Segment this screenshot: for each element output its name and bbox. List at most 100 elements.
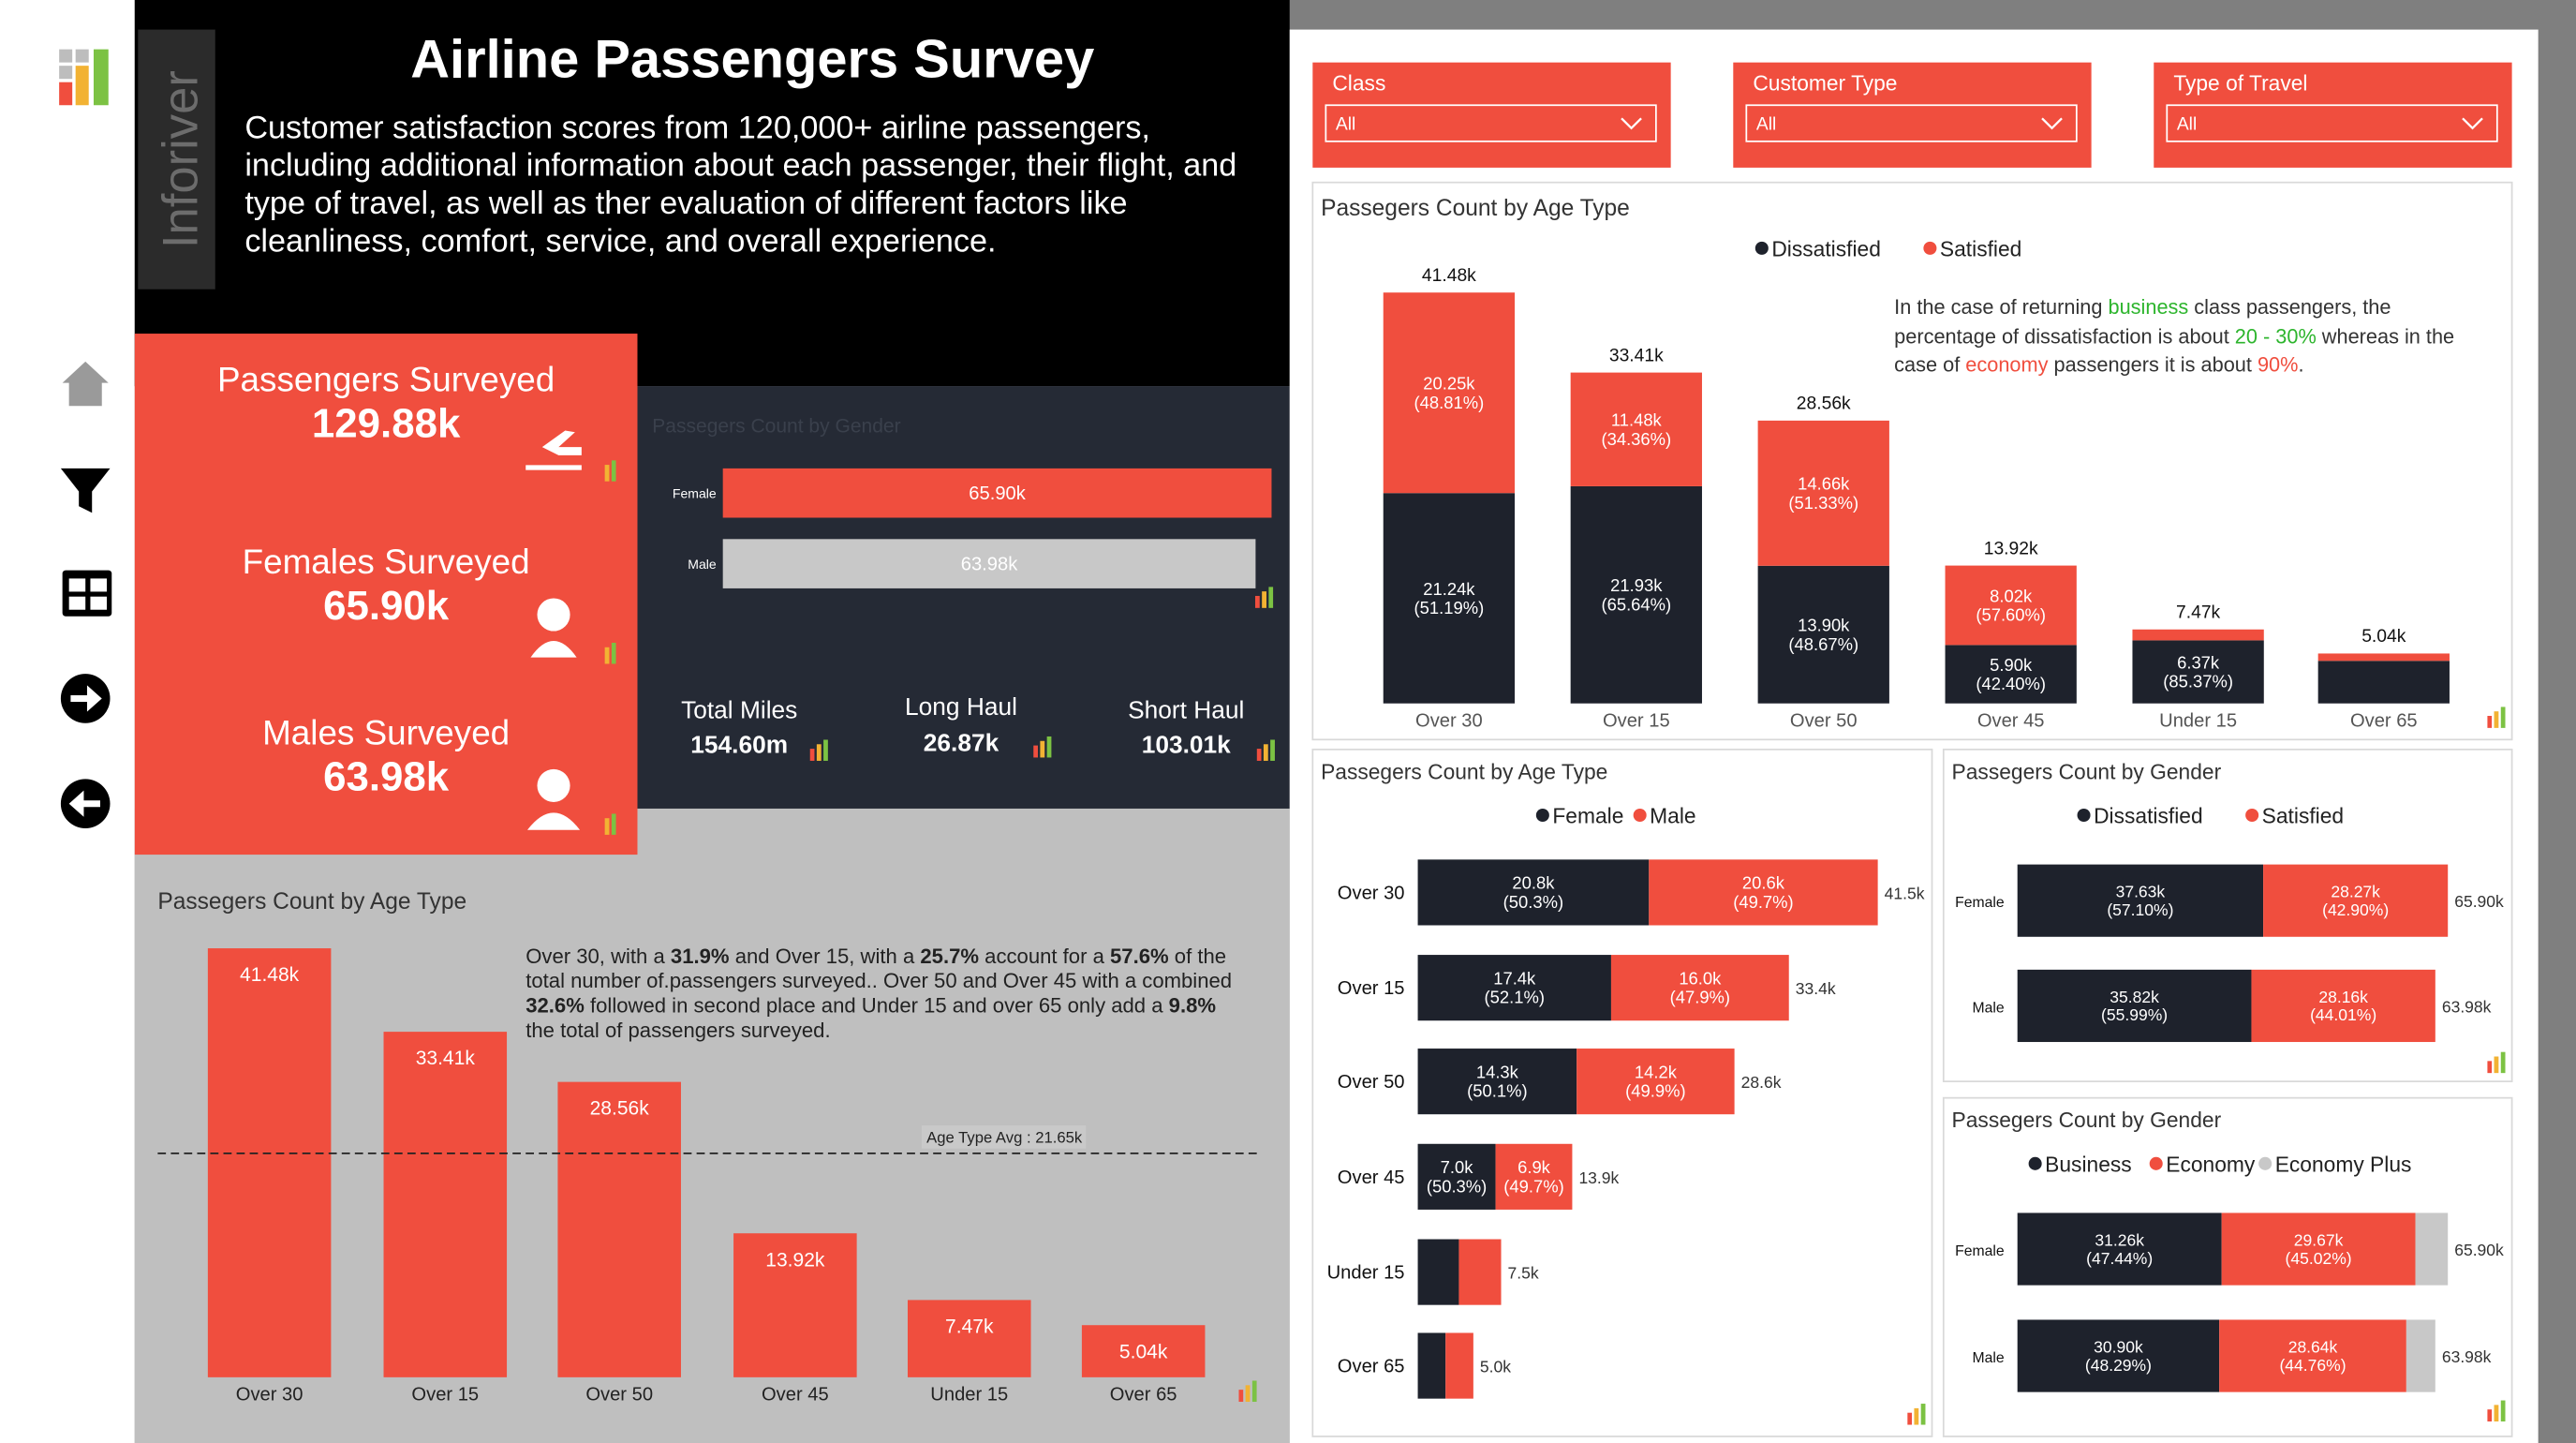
runway xyxy=(526,465,582,470)
category-label: Over 15 xyxy=(1603,710,1670,731)
total-label: 28.56k xyxy=(1797,394,1851,414)
slicer[interactable] xyxy=(1733,62,2092,168)
data-label: 14.2k (49.9%) xyxy=(1625,1062,1685,1100)
data-label: 17.4k (52.1%) xyxy=(1485,968,1545,1006)
kpi-value: 103.01k xyxy=(1142,730,1231,758)
data-label: 35.82k (55.99%) xyxy=(2101,988,2168,1024)
annotation-text: account for a xyxy=(979,945,1111,969)
chart-title: Passegers Count by Age Type xyxy=(1321,759,1607,783)
bar-segment xyxy=(1757,565,1889,704)
data-label: 21.93k (65.64%) xyxy=(1601,575,1671,614)
woman-icon xyxy=(530,598,577,658)
data-label: 65.90k xyxy=(969,483,1026,504)
filter-icon[interactable] xyxy=(60,468,111,513)
slicer-label: Customer Type xyxy=(1753,70,1897,95)
legend-label: Dissatisfied xyxy=(2094,804,2203,828)
legend-marker xyxy=(2077,808,2091,822)
slicer-dropdown[interactable] xyxy=(2166,104,2498,142)
bar-segment xyxy=(2406,1319,2435,1392)
data-label: 28.27k (42.90%) xyxy=(2322,883,2389,919)
slicer[interactable] xyxy=(2154,62,2512,168)
annotation-text: Over 30, with a xyxy=(526,945,671,969)
man-icon xyxy=(526,768,581,830)
chart-title: Passegers Count by Age Type xyxy=(1321,196,1630,221)
bar-segment xyxy=(1945,645,2077,704)
kpi-value: 63.98k xyxy=(323,754,450,800)
bar xyxy=(907,1300,1031,1377)
annotation-text: whereas in the case of xyxy=(1894,324,2455,377)
slicer-dropdown[interactable] xyxy=(1325,104,1657,142)
data-label: 21.24k (51.19%) xyxy=(1414,579,1485,617)
category-label: Over 45 xyxy=(1338,1168,1405,1188)
bar-segment xyxy=(2017,1212,2222,1286)
bar-segment xyxy=(1417,1143,1496,1210)
data-label: 28.64k (44.76%) xyxy=(2279,1338,2346,1375)
data-label: 7.47k xyxy=(945,1316,994,1337)
kpi-icons xyxy=(522,430,582,830)
sidebar xyxy=(0,0,135,1443)
data-label: 16.0k (47.9%) xyxy=(1670,968,1730,1006)
legend-marker xyxy=(1923,241,1937,255)
kpi-value: 154.60m xyxy=(690,730,788,758)
total-label: 63.98k xyxy=(2442,997,2492,1016)
data-label: 20.8k (50.3%) xyxy=(1503,873,1563,912)
total-label: 33.4k xyxy=(1796,979,1836,998)
reference-label: Age Type Avg : 21.65k xyxy=(926,1129,1083,1147)
brand-box xyxy=(138,29,215,290)
legend-marker xyxy=(1633,808,1647,822)
bar-segment xyxy=(1417,1049,1577,1115)
brand: Inforiver xyxy=(153,70,208,248)
category-label: Female xyxy=(673,485,717,500)
nav-icons[interactable] xyxy=(60,361,112,829)
bar-segment xyxy=(1383,292,1516,494)
category-label: Over 65 xyxy=(1110,1384,1177,1405)
legend-label: Satisfied xyxy=(1940,237,2021,261)
bar-segment xyxy=(2017,864,2264,937)
total-label: 33.41k xyxy=(1609,346,1664,365)
data-label: 7.0k (50.3%) xyxy=(1427,1157,1487,1196)
category-label: Under 15 xyxy=(1327,1263,1405,1284)
annotation-text: . xyxy=(2298,353,2304,377)
bar-segment xyxy=(1570,372,1702,486)
bar xyxy=(733,1233,857,1377)
annotation-text: 25.7% xyxy=(920,945,980,969)
kpi-panel xyxy=(134,334,638,855)
bar-segment xyxy=(2221,1212,2416,1286)
total-label: 13.9k xyxy=(1578,1168,1619,1187)
category-label: Over 30 xyxy=(1338,883,1405,903)
bar xyxy=(722,539,1256,588)
annotation-text: 9.8% xyxy=(1168,994,1217,1018)
bar-segment xyxy=(1417,955,1611,1021)
table-icon[interactable] xyxy=(62,570,112,617)
annotation-text: 20 - 30% xyxy=(2234,324,2317,348)
chart-title: Passegers Count by Gender xyxy=(652,415,900,437)
annotation-text: economy xyxy=(1965,353,2049,377)
category-label: Over 30 xyxy=(1415,710,1483,731)
header-panel xyxy=(134,0,1290,387)
data-label: 5.90k (42.40%) xyxy=(1976,655,2046,693)
reference-label-box xyxy=(921,1125,1087,1149)
slicer[interactable] xyxy=(1312,62,1671,168)
bar-segment xyxy=(2415,1212,2449,1286)
annotation-text: class passengers, the percentage of diss… xyxy=(1894,295,2391,348)
legend-label: Economy xyxy=(2166,1153,2256,1177)
data-label: 20.25k (48.81%) xyxy=(1414,374,1485,412)
annotation-text: 32.6% xyxy=(526,994,585,1018)
dark-panel xyxy=(637,386,1290,809)
next-icon[interactable] xyxy=(60,674,111,723)
kpi-value: 65.90k xyxy=(323,583,450,629)
category-label: Male xyxy=(1973,1350,2005,1366)
data-label: 5.04k xyxy=(1119,1341,1168,1362)
slicer-dropdown[interactable] xyxy=(1745,104,2078,142)
slicer-label: Class xyxy=(1332,70,1385,95)
home-icon[interactable] xyxy=(62,361,109,407)
annotation: In the case of returning business class … xyxy=(1894,294,2461,380)
kpi-label: Males Surveyed xyxy=(262,714,510,752)
back-icon[interactable] xyxy=(60,779,111,829)
bar xyxy=(1081,1325,1206,1377)
data-label: 41.48k xyxy=(240,964,300,986)
category-label: Over 30 xyxy=(236,1384,303,1405)
slicer-value: All xyxy=(2177,115,2197,135)
bar-segment xyxy=(1570,485,1702,704)
data-label: 33.41k xyxy=(416,1048,476,1069)
